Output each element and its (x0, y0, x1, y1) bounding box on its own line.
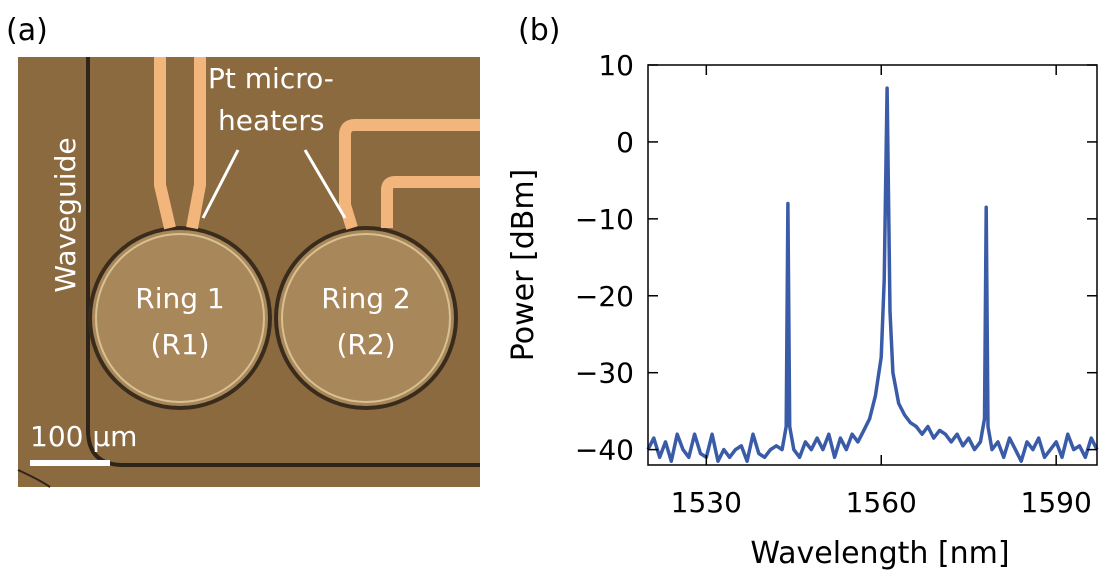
y-tick-label: −10 (575, 203, 634, 236)
ring-label: Ring 2 (321, 282, 410, 315)
panel-label: (a) (6, 13, 48, 48)
x-tick-label: 1590 (1021, 486, 1092, 519)
y-axis-label: Power [dBm] (506, 169, 541, 362)
waveguide-label: Waveguide (49, 137, 82, 292)
x-axis-label: Wavelength [nm] (750, 536, 1009, 571)
ring-label: (R1) (150, 328, 209, 361)
data-line (648, 88, 1097, 461)
ring-label: (R2) (336, 328, 395, 361)
y-tick-label: −30 (575, 357, 634, 390)
y-tick-label: 0 (616, 126, 634, 159)
y-tick-label: 10 (598, 49, 634, 82)
micrograph: Waveguide Pt micro- heaters Ring 1 (R1) … (18, 57, 480, 487)
y-tick-label: −20 (575, 280, 634, 313)
annotation: Pt micro- (208, 62, 334, 95)
ring (90, 228, 270, 408)
x-tick-label: 1560 (846, 486, 917, 519)
ring-label: Ring 1 (135, 282, 224, 315)
ring (276, 228, 456, 408)
scale-label: 100 µm (30, 420, 137, 453)
x-tick-label: 1530 (671, 486, 742, 519)
panel-label: (b) (518, 13, 560, 48)
y-tick-label: −40 (575, 434, 634, 467)
figure: (a) Waveguide Pt micro- heaters Ring 1 (… (0, 0, 1103, 573)
annotation: heaters (218, 104, 324, 137)
